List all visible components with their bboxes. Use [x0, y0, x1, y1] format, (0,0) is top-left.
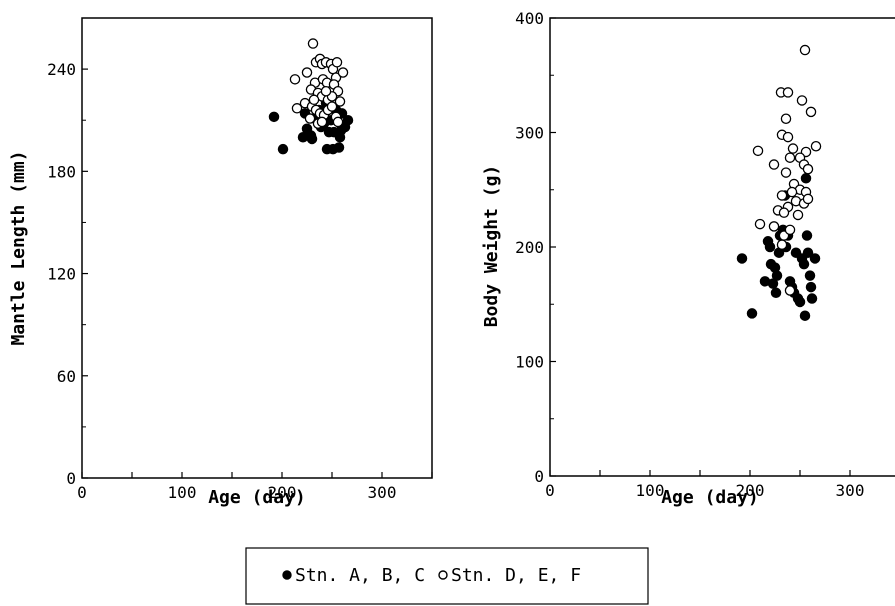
data-point-filled	[736, 253, 748, 264]
data-point-filled	[746, 308, 758, 319]
y-tick-label: 400	[515, 9, 544, 28]
data-point-filled	[770, 287, 782, 299]
x-tick-labels: 0 100 200 300	[545, 481, 864, 500]
data-point-open	[301, 67, 313, 78]
data-point-open	[802, 163, 814, 175]
data-point-open	[784, 224, 796, 236]
y-axis-title: Body Weight (g)	[481, 165, 502, 328]
data-point-filled	[342, 114, 354, 126]
data-point-open	[782, 87, 794, 98]
mantle-length-chart: 0 60 120 180 240 0 100 200 300 Age (day) Mantle…	[8, 17, 433, 508]
data-point-open	[289, 74, 301, 85]
data-point-open	[805, 106, 817, 118]
data-point-open	[802, 193, 814, 205]
body-weight-chart: 0 100 200 300 400 0 100 200 300 Age (day) Body …	[481, 9, 895, 508]
plot-frame	[81, 17, 433, 479]
data-point-filled	[802, 247, 814, 258]
data-point-open	[316, 116, 328, 128]
data-point-filled	[771, 270, 783, 281]
data-point-open	[780, 167, 792, 178]
data-point-open	[776, 239, 788, 250]
y-tick-label: 0	[534, 467, 544, 486]
data-point-filled	[277, 143, 289, 155]
y-tick-label: 60	[57, 367, 76, 386]
data-point-filled	[306, 133, 318, 145]
data-point-filled	[268, 111, 280, 123]
x-axis-title: Age (day)	[661, 487, 759, 508]
data-point-open	[304, 113, 316, 124]
data-point-open	[768, 221, 780, 232]
x-axis-title: Age (day)	[208, 487, 306, 508]
data-point-open	[796, 95, 808, 106]
tick-marks	[549, 17, 851, 477]
data-point-open	[776, 190, 788, 201]
data-point-open	[782, 131, 794, 143]
data-point-open	[291, 103, 303, 114]
data-point-filled	[794, 296, 806, 308]
data-point-open	[331, 57, 343, 68]
data-point-filled	[806, 293, 818, 304]
data-point-open	[786, 186, 798, 198]
data-point-filled	[762, 236, 774, 247]
data-point-open	[787, 143, 799, 154]
data-point-filled	[804, 270, 816, 281]
data-point-open	[792, 209, 804, 221]
data-point-open	[768, 159, 780, 170]
data-point-open	[784, 152, 796, 163]
x-tick-label: 300	[368, 483, 397, 502]
open-circle-icon	[438, 570, 448, 580]
x-tick-label: 200	[268, 483, 297, 502]
y-tick-label: 200	[515, 238, 544, 257]
legend-label-stn-abc: Stn. A, B, C	[295, 565, 425, 586]
x-tick-label: 0	[545, 481, 555, 500]
data-point-filled	[799, 310, 811, 321]
data-point-filled	[809, 253, 821, 264]
data-point-open	[320, 86, 332, 97]
x-tick-label: 100	[168, 483, 197, 502]
y-tick-labels: 0 100 200 300 400	[515, 9, 544, 486]
y-axis-title: Mantle Length (mm)	[8, 150, 29, 345]
data-point-open	[326, 101, 338, 112]
y-tick-labels: 0 60 120 180 240	[47, 60, 76, 488]
data-point-open	[780, 113, 792, 125]
data-points	[268, 38, 354, 155]
data-point-filled	[798, 258, 810, 270]
y-tick-label: 100	[515, 353, 544, 372]
x-tick-label: 200	[736, 481, 765, 500]
x-tick-label: 0	[77, 483, 87, 502]
data-point-filled	[767, 278, 779, 289]
data-point-open	[799, 44, 811, 56]
data-point-open	[752, 145, 764, 157]
x-tick-label: 100	[636, 481, 665, 500]
data-point-open	[332, 116, 344, 128]
y-tick-label: 0	[66, 469, 76, 488]
data-point-open	[810, 140, 822, 152]
y-tick-label: 120	[47, 265, 76, 284]
data-point-filled	[805, 281, 817, 293]
filled-circle-icon	[282, 570, 292, 580]
data-point-filled	[801, 230, 813, 241]
data-point-filled	[333, 142, 345, 153]
y-tick-label: 240	[47, 60, 76, 79]
data-point-open	[308, 94, 320, 106]
data-point-open	[778, 207, 790, 218]
data-point-open	[337, 67, 349, 78]
data-point-open	[784, 285, 796, 296]
data-point-filled	[800, 173, 812, 184]
data-point-open	[334, 96, 346, 107]
x-tick-label: 300	[836, 481, 865, 500]
y-tick-label: 180	[47, 162, 76, 181]
plot-frame	[549, 17, 895, 477]
tick-marks	[81, 68, 433, 479]
x-tick-labels: 0 100 200 300	[77, 483, 396, 502]
data-point-open	[307, 38, 319, 49]
legend: Stn. A, B, C Stn. D, E, F	[245, 547, 649, 605]
data-point-open	[754, 218, 766, 230]
legend-label-stn-def: Stn. D, E, F	[451, 565, 581, 586]
data-points	[736, 44, 822, 321]
y-tick-label: 300	[515, 124, 544, 143]
